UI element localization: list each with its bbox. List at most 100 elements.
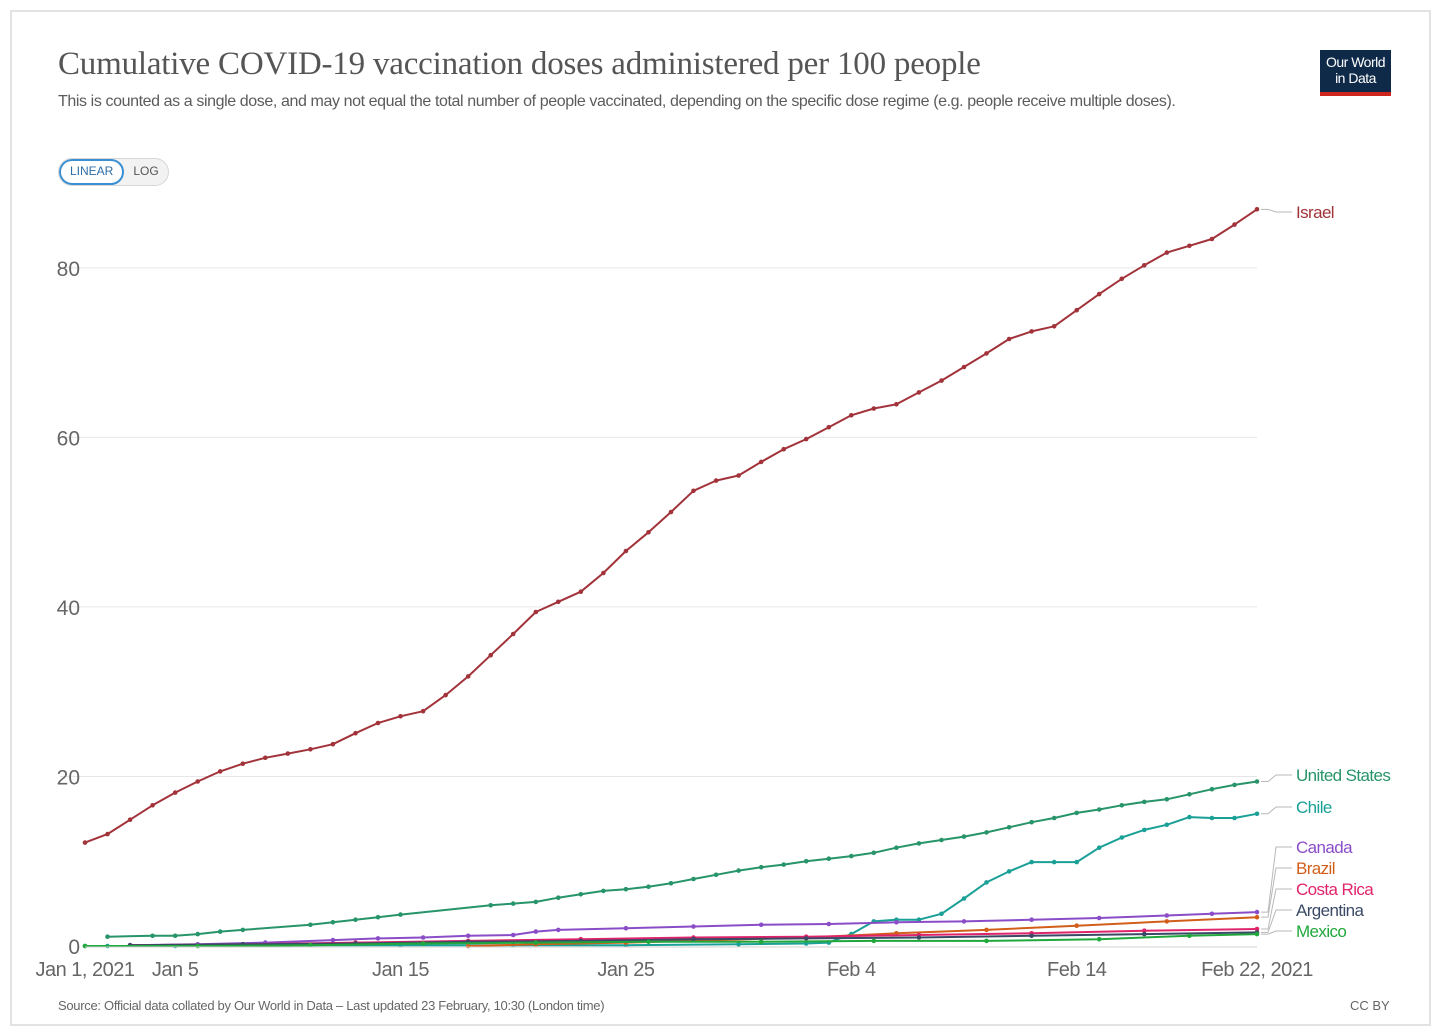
data-point-israel bbox=[82, 840, 88, 845]
owid-logo[interactable]: Our World in Data bbox=[1320, 50, 1391, 96]
data-point-israel bbox=[1029, 329, 1034, 334]
data-point-israel bbox=[398, 714, 403, 719]
data-point-costa-rica bbox=[1142, 928, 1147, 933]
data-point-chile bbox=[1006, 869, 1012, 874]
data-point-israel bbox=[375, 720, 381, 726]
data-point-argentina bbox=[916, 935, 922, 940]
data-point-united-states bbox=[533, 899, 539, 905]
data-point-united-states bbox=[195, 931, 200, 937]
data-point-argentina bbox=[691, 936, 696, 942]
data-point-united-states bbox=[961, 834, 967, 839]
data-point-united-states bbox=[217, 929, 223, 934]
data-point-mexico bbox=[758, 939, 764, 945]
data-point-canada bbox=[961, 919, 967, 924]
series-label-united-states: United States bbox=[1296, 766, 1390, 785]
data-point-united-states bbox=[916, 841, 922, 846]
series-label-costa-rica: Costa Rica bbox=[1296, 880, 1374, 899]
data-point-united-states bbox=[984, 830, 989, 835]
series-label-chile: Chile bbox=[1296, 798, 1332, 817]
data-point-united-states bbox=[488, 903, 494, 908]
data-point-chile bbox=[939, 911, 944, 917]
data-point-chile bbox=[1074, 859, 1079, 865]
data-point-israel bbox=[781, 446, 786, 452]
data-point-chile bbox=[1051, 859, 1057, 865]
data-point-chile bbox=[736, 942, 741, 947]
data-point-israel bbox=[127, 817, 133, 822]
data-point-united-states bbox=[668, 881, 674, 886]
linear-scale-button[interactable]: LINEAR bbox=[59, 159, 125, 185]
data-point-israel bbox=[578, 589, 584, 594]
data-point-canada bbox=[533, 929, 539, 934]
data-point-united-states bbox=[1119, 803, 1125, 808]
x-tick-label: Feb 14 bbox=[1047, 959, 1107, 981]
data-point-mexico bbox=[984, 938, 989, 944]
y-tick-label: 20 bbox=[57, 766, 80, 789]
logo-line-1: Our World bbox=[1325, 54, 1386, 70]
label-layer: Israel United States Chile Canada Brazil Cost… bbox=[1261, 203, 1391, 941]
data-point-chile bbox=[1142, 827, 1147, 833]
data-point-argentina bbox=[1029, 933, 1034, 939]
data-point-israel bbox=[758, 459, 764, 465]
data-point-chile bbox=[961, 896, 967, 901]
x-tick-label: Jan 15 bbox=[372, 959, 429, 981]
data-point-united-states bbox=[623, 886, 629, 892]
label-connector-israel bbox=[1261, 208, 1292, 213]
data-point-united-states bbox=[398, 912, 403, 917]
data-point-israel bbox=[443, 692, 448, 698]
log-scale-button[interactable]: LOG bbox=[133, 164, 159, 178]
data-point-united-states bbox=[240, 927, 246, 933]
source-note: Source: Official data collated by Our Wo… bbox=[58, 998, 605, 1013]
label-connector-chile bbox=[1261, 806, 1292, 815]
series-label-mexico: Mexico bbox=[1296, 922, 1346, 941]
data-point-united-states bbox=[150, 933, 155, 939]
data-point-israel bbox=[1209, 236, 1215, 242]
data-point-united-states bbox=[894, 845, 899, 850]
y-tick-label: 60 bbox=[57, 427, 80, 450]
data-point-chile bbox=[1029, 859, 1034, 865]
data-point-israel bbox=[420, 708, 426, 714]
data-point-mexico bbox=[1096, 936, 1102, 942]
data-point-canada bbox=[510, 932, 516, 938]
data-point-israel bbox=[285, 751, 291, 756]
data-point-united-states bbox=[510, 901, 516, 906]
data-point-united-states bbox=[172, 933, 178, 939]
data-point-israel bbox=[1006, 336, 1012, 342]
data-point-united-states bbox=[758, 864, 764, 870]
data-point-costa-rica bbox=[1254, 926, 1260, 932]
x-tick-label: Feb 22, 2021 bbox=[1201, 959, 1313, 981]
series-line-united-states bbox=[107, 780, 1258, 938]
data-point-united-states bbox=[308, 922, 313, 928]
data-point-chile bbox=[1096, 845, 1102, 850]
data-point-mexico bbox=[308, 942, 313, 948]
data-point-israel bbox=[668, 509, 674, 515]
data-point-united-states bbox=[826, 856, 832, 861]
data-point-mexico bbox=[871, 938, 877, 944]
data-point-united-states bbox=[939, 837, 944, 843]
data-point-mexico bbox=[195, 943, 200, 949]
data-point-united-states bbox=[105, 934, 110, 939]
data-point-united-states bbox=[556, 895, 561, 900]
data-point-israel bbox=[939, 378, 944, 383]
data-point-israel bbox=[105, 831, 110, 837]
data-point-israel bbox=[713, 478, 719, 483]
data-point-israel bbox=[1119, 276, 1125, 282]
data-point-united-states bbox=[1051, 815, 1057, 821]
x-tick-label: Feb 4 bbox=[827, 959, 876, 981]
series-line-israel bbox=[84, 208, 1258, 844]
data-point-united-states bbox=[736, 868, 741, 873]
data-point-chile bbox=[1254, 811, 1260, 817]
data-point-chile bbox=[1119, 835, 1125, 840]
license-link[interactable]: CC BY bbox=[1350, 998, 1390, 1013]
data-point-israel bbox=[984, 351, 989, 356]
data-point-mexico bbox=[533, 940, 539, 945]
data-point-brazil bbox=[984, 927, 989, 933]
data-point-canada bbox=[758, 922, 764, 928]
data-point-israel bbox=[488, 652, 494, 658]
data-point-canada bbox=[330, 937, 336, 943]
data-point-brazil bbox=[1074, 923, 1079, 928]
data-point-israel bbox=[1074, 307, 1079, 313]
data-point-canada bbox=[1164, 913, 1170, 918]
data-point-argentina bbox=[1142, 931, 1147, 937]
y-tick-label: 0 bbox=[68, 936, 80, 959]
